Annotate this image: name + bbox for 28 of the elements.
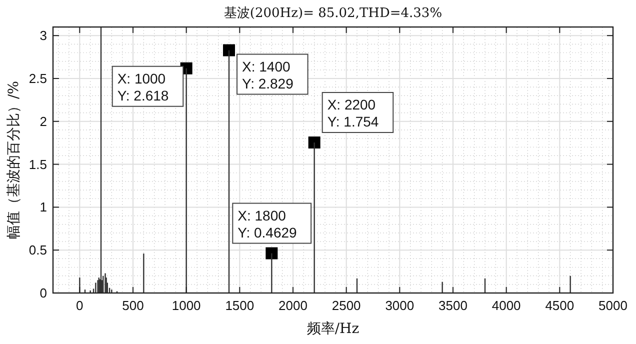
point xyxy=(223,44,235,56)
annotation: X: 1800 Y: 0.4629 xyxy=(238,207,298,240)
x-tick-label: 4000 xyxy=(492,298,521,313)
y-tick-label: 2.5 xyxy=(28,70,47,86)
x-tick-label: 2500 xyxy=(332,298,361,313)
point xyxy=(266,247,278,260)
y-tick-label: 1.5 xyxy=(28,156,47,172)
x-tick-label: 0 xyxy=(76,298,84,313)
chart-title: 基波(200Hz)= 85.02,THD=4.33% xyxy=(224,6,442,21)
y-tick-label: 1 xyxy=(40,200,47,215)
annotation: X: 2200 Y: 1.754 xyxy=(327,96,379,130)
y-tick-label: 2 xyxy=(40,114,47,129)
x-axis-title: 频率/Hz xyxy=(306,321,360,337)
y-axis-title: 幅值（基波的百分比）/% xyxy=(6,80,22,240)
annotation: X: 1400 Y: 2.829 xyxy=(242,58,294,92)
y-tick-label: 3 xyxy=(40,28,47,44)
x-tick-label: 500 xyxy=(122,298,144,313)
y-tick-label: 0.5 xyxy=(28,242,47,258)
x-tick-label: 2000 xyxy=(278,298,308,313)
y-tick-label: 0 xyxy=(40,286,47,300)
annotation: X: 1000 Y: 2.618 xyxy=(117,70,169,104)
x-tick-label: 1000 xyxy=(172,298,201,313)
x-tick-label: 3500 xyxy=(438,298,468,313)
point xyxy=(308,136,320,148)
x-tick-label: 3000 xyxy=(385,298,414,313)
x-tick-label: 4500 xyxy=(545,298,574,313)
x-tick-label: 5000 xyxy=(598,298,628,313)
x-tick-label: 1500 xyxy=(225,298,254,313)
